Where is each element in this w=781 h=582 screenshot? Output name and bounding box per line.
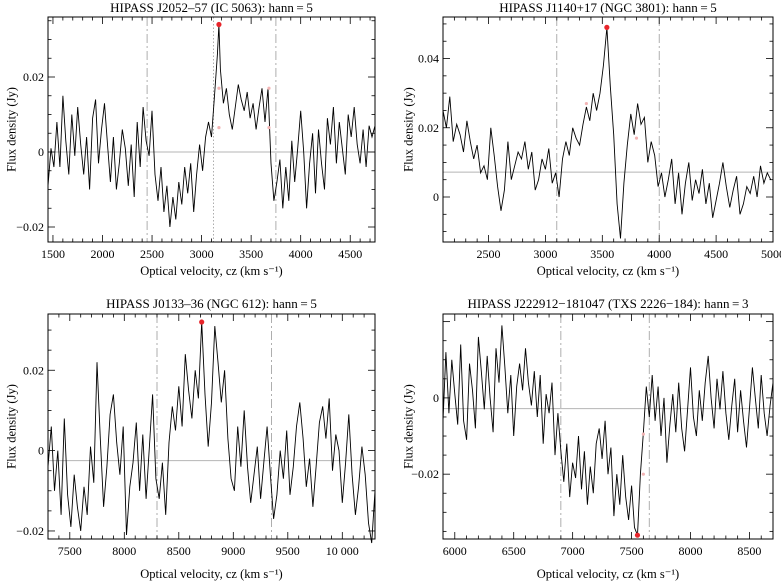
panel-title: HIPASS J2052–57 (IC 5063): hann = 5	[110, 0, 313, 15]
spectrum-line	[442, 325, 774, 536]
x-axis-label: Optical velocity, cz (km s⁻¹)	[537, 264, 679, 278]
x-axis-label: Optical velocity, cz (km s⁻¹)	[140, 264, 282, 278]
y-tick-label: 0.04	[418, 52, 439, 66]
y-tick-label: −0.02	[16, 220, 44, 234]
x-tick-label: 2500	[477, 247, 501, 261]
y-tick-label: 0	[433, 190, 439, 204]
y-tick-label: 0	[38, 145, 44, 159]
x-tick-label: 7000	[561, 544, 585, 558]
panel-title: HIPASS J0133–36 (NGC 612): hann = 5	[106, 296, 317, 311]
x-tick-label: 3500	[590, 247, 614, 261]
x-tick-label: 3000	[533, 247, 557, 261]
x-tick-label: 4000	[647, 247, 671, 261]
peak-marker	[199, 319, 205, 325]
x-tick-label: 7500	[58, 544, 82, 558]
channel-marker	[267, 86, 271, 90]
x-tick-label: 3500	[239, 247, 263, 261]
panel-ngc612: 7500 8000 8500 9000 9500 10 000 −0.02 0 0.02 HIPA…	[4, 296, 376, 581]
x-tick-label: 8500	[737, 544, 761, 558]
panel-ic5063: 1500 2000 2500 3000 3500 4000 4500 −0.02 0 0.02 HI…	[4, 0, 376, 278]
x-tick-label: 6000	[443, 544, 467, 558]
spectrum-line	[47, 321, 376, 544]
peak-marker	[216, 21, 222, 28]
panel-txs2226: 6000 6500 7000 7500 8000 8500 −0.02 0 HIPASS J22…	[401, 296, 774, 581]
peak-marker	[634, 532, 641, 538]
y-tick-label: 0.02	[23, 70, 44, 84]
y-axis-label: Flux density (Jy)	[4, 384, 18, 469]
x-tick-label: 8500	[167, 544, 191, 558]
x-tick-label: 4500	[704, 247, 728, 261]
channel-marker	[634, 136, 639, 140]
channel-marker	[641, 472, 645, 476]
channel-marker	[267, 126, 271, 130]
x-tick-label: 4500	[338, 247, 362, 261]
y-tick-label: 0	[433, 391, 439, 405]
panel-title: HIPASS J1140+17 (NGC 3801): hann = 5	[499, 0, 717, 15]
y-tick-label: −0.02	[16, 524, 44, 538]
spectrum-line	[442, 27, 772, 239]
x-tick-label: 2000	[91, 247, 115, 261]
x-tick-label: 3000	[190, 247, 214, 261]
channel-marker	[217, 86, 221, 90]
channel-marker	[584, 101, 588, 106]
x-tick-label: 6500	[502, 544, 526, 558]
y-tick-label: 0	[38, 444, 44, 458]
plot-frame	[47, 313, 376, 540]
x-tick-label: 1500	[41, 247, 65, 261]
y-axis-label: Flux density (Jy)	[401, 87, 415, 172]
x-axis-label: Optical velocity, cz (km s⁻¹)	[140, 567, 282, 581]
panel-title: HIPASS J222912−181047 (TXS 2226−184): ha…	[468, 296, 749, 311]
x-tick-label: 9000	[221, 544, 245, 558]
spectrum-line	[47, 24, 376, 228]
y-tick-label: 0.02	[418, 121, 439, 135]
y-axis-label: Flux density (Jy)	[401, 384, 415, 469]
y-tick-label: −0.02	[411, 467, 439, 481]
x-tick-label: 4000	[289, 247, 313, 261]
channel-marker	[217, 126, 221, 130]
channel-marker	[641, 432, 645, 436]
x-tick-label: 8000	[112, 544, 136, 558]
x-tick-label: 7500	[620, 544, 644, 558]
y-axis-label: Flux density (Jy)	[4, 87, 18, 172]
x-tick-label: 9500	[276, 544, 300, 558]
peak-marker	[604, 24, 610, 30]
y-tick-label: 0.02	[23, 363, 44, 377]
x-tick-label: 2500	[140, 247, 164, 261]
plot-frame	[442, 16, 774, 243]
x-tick-label: 10 000	[326, 544, 359, 558]
x-tick-label: 8000	[679, 544, 703, 558]
x-axis-label: Optical velocity, cz (km s⁻¹)	[537, 567, 679, 581]
